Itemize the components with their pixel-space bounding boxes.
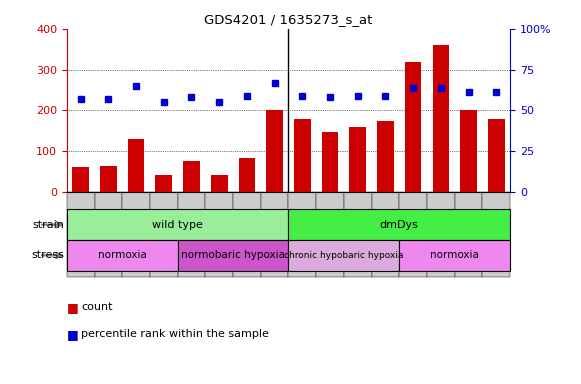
Bar — [266, 111, 283, 192]
Bar — [128, 139, 145, 192]
Bar — [288, 192, 316, 277]
Bar — [399, 240, 510, 271]
Bar — [100, 166, 117, 192]
Bar — [178, 240, 288, 271]
Bar — [455, 192, 482, 277]
Bar — [288, 240, 399, 271]
Bar — [316, 192, 344, 277]
Bar — [377, 121, 394, 192]
Bar — [67, 209, 288, 240]
Text: strain: strain — [32, 220, 64, 230]
Text: wild type: wild type — [152, 220, 203, 230]
Bar — [482, 192, 510, 277]
Bar — [67, 240, 178, 271]
Bar — [205, 192, 233, 277]
Bar — [239, 158, 255, 192]
Bar — [122, 192, 150, 277]
Bar — [233, 192, 261, 277]
Bar — [261, 192, 288, 277]
Bar — [427, 192, 455, 277]
Bar — [156, 175, 172, 192]
Text: normoxia: normoxia — [431, 250, 479, 260]
Text: stress: stress — [31, 250, 64, 260]
Bar — [399, 192, 427, 277]
Bar — [349, 127, 366, 192]
Bar — [178, 192, 205, 277]
Bar — [405, 62, 421, 192]
Text: chronic hypobaric hypoxia: chronic hypobaric hypoxia — [284, 251, 404, 260]
Bar — [460, 111, 477, 192]
Text: ■: ■ — [67, 328, 78, 341]
Bar — [322, 132, 338, 192]
Text: normobaric hypoxia: normobaric hypoxia — [181, 250, 285, 260]
Text: GDS4201 / 1635273_s_at: GDS4201 / 1635273_s_at — [205, 13, 372, 26]
Bar — [488, 119, 504, 192]
Bar — [73, 167, 89, 192]
Bar — [344, 192, 372, 277]
Text: count: count — [81, 302, 113, 312]
Text: dmDys: dmDys — [380, 220, 419, 230]
Bar — [288, 209, 510, 240]
Bar — [211, 175, 228, 192]
Bar — [150, 192, 178, 277]
Text: ■: ■ — [67, 301, 78, 314]
Bar — [432, 45, 449, 192]
Bar — [372, 192, 399, 277]
Text: normoxia: normoxia — [98, 250, 146, 260]
Bar — [95, 192, 122, 277]
Bar — [183, 161, 200, 192]
Bar — [67, 192, 95, 277]
Text: percentile rank within the sample: percentile rank within the sample — [81, 329, 269, 339]
Bar — [294, 119, 311, 192]
